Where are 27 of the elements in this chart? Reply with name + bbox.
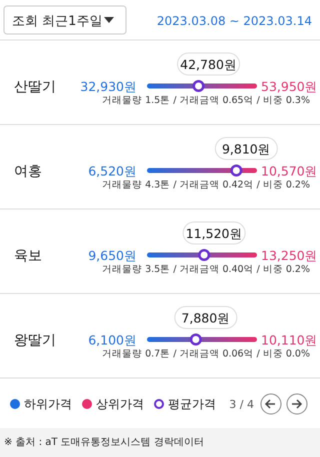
data-label: 13,250원 [261,248,318,263]
category-label: 왕딸기 [14,332,56,348]
category-label: 여홍 [14,164,42,180]
legend-label: 평균가격 [168,397,216,411]
data-label: 9,810원 [222,142,271,156]
text: ※ 출처 : aT 도매유통정보시스템 경락데이터 [4,437,204,448]
data-label: 10,570원 [261,164,318,178]
legend-label: 하위가격 [24,397,72,411]
text: 거래물량 0.7톤 / 거래금액 0.06억 / 비중 0.0% [102,348,310,360]
data-label: 6,520원 [88,164,137,178]
data-label: 42,780원 [180,57,237,72]
text: 3 / 4 [229,398,254,411]
data-label: 9,650원 [88,248,137,263]
text: 거래물량 4.3톤 / 거래금액 0.42억 / 비중 0.2% [102,180,310,190]
text: 거래물량 3.5톤 / 거래금액 0.40억 / 비중 0.2% [102,264,310,275]
data-label: 53,950원 [261,79,318,94]
category-label: 육보 [14,248,42,264]
data-label: 6,100원 [88,332,137,348]
legend-label: 상위가격 [96,397,144,411]
data-label: 11,520원 [186,226,243,241]
data-label: 10,110원 [261,332,318,348]
data-label: 32,930원 [80,79,137,94]
category-label: 산딸기 [14,79,56,95]
text: 조회 최근1주일 [12,14,102,29]
text: 거래물량 1.5톤 / 거래금액 0.65억 / 비중 0.3% [102,95,310,106]
data-label: 7,880원 [181,310,230,326]
text: 2023.03.08 ~ 2023.03.14 [156,14,312,28]
